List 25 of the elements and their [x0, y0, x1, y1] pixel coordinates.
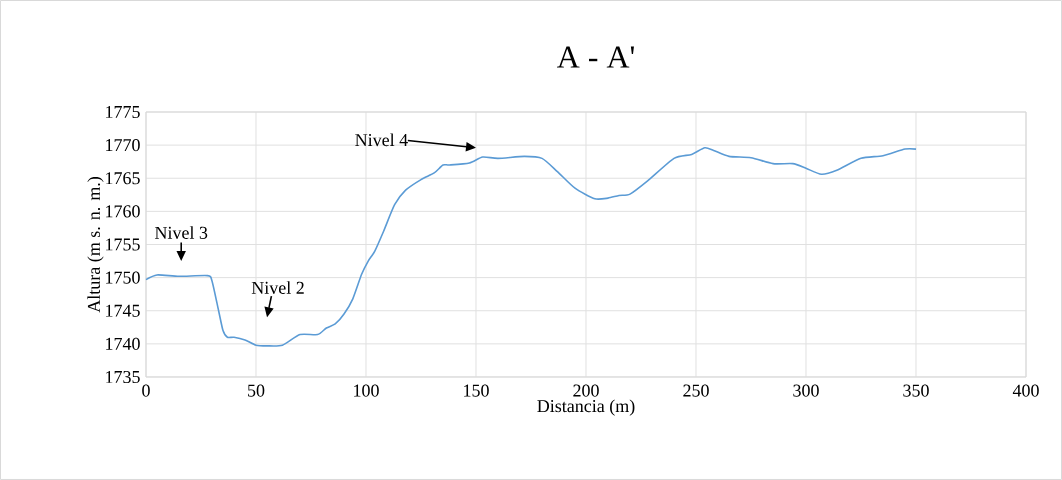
y-tick-label: 1740 [106, 337, 140, 350]
chart-title: A - A' [557, 46, 634, 68]
x-tick-label: 250 [683, 384, 709, 397]
y-tick-label: 1750 [106, 271, 140, 284]
y-tick-label: 1735 [106, 370, 140, 384]
y-tick-label: 1775 [106, 105, 140, 119]
x-tick-label: 350 [903, 384, 929, 397]
x-tick-label: 300 [793, 384, 819, 397]
x-tick-label: 150 [464, 384, 489, 397]
x-tick-label: 50 [248, 384, 265, 397]
x-tick-label: 100 [354, 384, 379, 397]
x-tick-label: 200 [573, 384, 599, 397]
annotation: Nivel 2 [251, 281, 304, 294]
y-tick-label: 1765 [106, 172, 140, 185]
y-tick-label: 1760 [106, 205, 140, 218]
y-tick-label: 1745 [106, 304, 140, 317]
line-series [145, 146, 917, 347]
y-tick-label: 1770 [106, 139, 140, 152]
x-axis-title: Distancia (m) [537, 399, 635, 416]
x-tick-label: 0 [142, 384, 150, 397]
x-tick-label: 400 [1012, 384, 1039, 397]
annotation: Nivel 4 [355, 133, 408, 147]
y-axis-title: Altura (m s. n. m.) [87, 177, 104, 313]
y-tick-label: 1755 [106, 238, 140, 251]
annotation: Nivel 3 [154, 226, 208, 239]
